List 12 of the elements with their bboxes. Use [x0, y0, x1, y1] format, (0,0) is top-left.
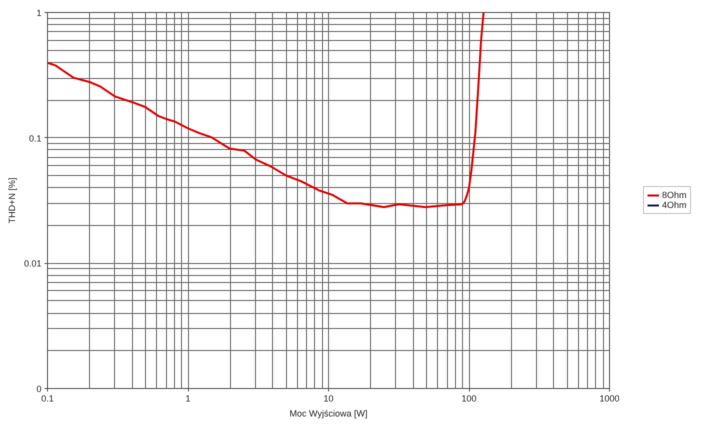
y-tick-label: 0	[36, 384, 42, 394]
y-tick-label: 0.1	[28, 133, 42, 144]
legend-label: 4Ohm	[662, 200, 687, 210]
x-tick-label: 100	[461, 394, 477, 404]
x-axis-title: Moc Wyjściowa [W]	[290, 408, 368, 418]
y-tick-label: 0.01	[24, 258, 42, 269]
x-tick-label: 1000	[599, 394, 620, 404]
y-axis-title: THD+N [%]	[6, 178, 17, 224]
legend-label: 8Ohm	[662, 190, 687, 200]
x-tick-label: 1	[185, 394, 191, 404]
y-tick-label: 1	[36, 8, 42, 18]
x-tick-label: 10	[323, 394, 334, 404]
